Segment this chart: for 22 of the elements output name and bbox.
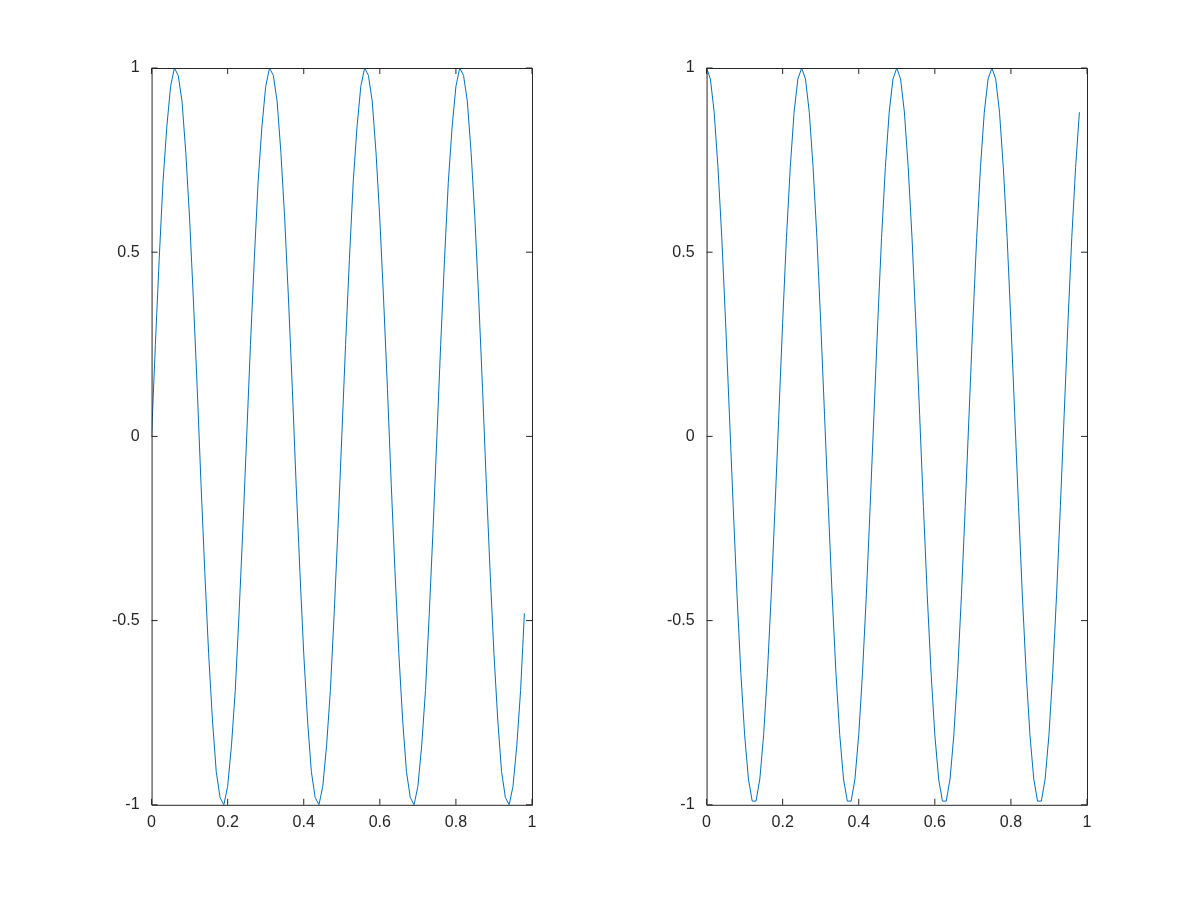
y-tick-label: 0 — [130, 426, 140, 444]
y-tick-label: -0.5 — [111, 611, 140, 629]
y-tick-label: 0.5 — [672, 242, 695, 260]
y-tick-label: 1 — [685, 58, 695, 76]
x-tick-label: 0 — [702, 812, 712, 830]
x-tick-label: 0.6 — [368, 812, 392, 830]
x-tick-label: 0 — [147, 812, 157, 830]
x-tick-label: 0.4 — [292, 812, 315, 830]
y-tick-label: -1 — [125, 795, 140, 813]
y-tick-label: 0.5 — [117, 242, 140, 260]
y-tick-label: -0.5 — [666, 611, 695, 629]
x-tick-label: 1 — [1082, 812, 1092, 830]
x-tick-label: 1 — [527, 812, 537, 830]
x-tick-label: 0.2 — [771, 812, 794, 830]
y-tick-label: 0 — [685, 426, 695, 444]
x-tick-label: 0.2 — [216, 812, 239, 830]
y-tick-label: -1 — [680, 795, 695, 813]
x-tick-label: 0.6 — [923, 812, 947, 830]
y-tick-label: 1 — [130, 58, 140, 76]
x-tick-label: 0.8 — [444, 812, 468, 830]
x-tick-label: 0.8 — [999, 812, 1023, 830]
x-tick-label: 0.4 — [847, 812, 870, 830]
